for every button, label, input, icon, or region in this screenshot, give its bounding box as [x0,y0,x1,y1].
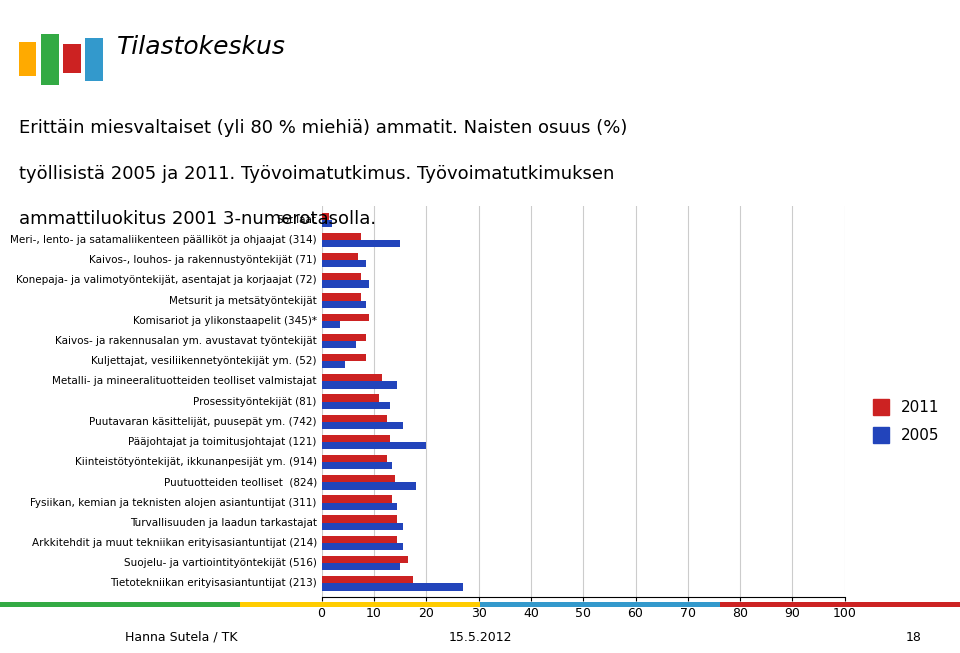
Text: Sotilaat: Sotilaat [276,215,317,225]
Bar [322,442,426,449]
Bar [322,313,369,321]
Bar [322,232,361,240]
Bar [322,213,329,220]
Bar [322,220,332,227]
Text: Arkkitehdit ja muut tekniikan erityisasiantuntijat (214): Arkkitehdit ja muut tekniikan erityisasi… [32,538,317,548]
Text: työllisistä 2005 ja 2011. Työvoimatutkimus. Työvoimatutkimuksen: työllisistä 2005 ja 2011. Työvoimatutkim… [19,165,614,183]
Bar [41,33,59,86]
Bar [322,535,397,543]
Legend: 2011, 2005: 2011, 2005 [874,399,940,443]
Bar [322,394,379,402]
Bar [240,602,480,607]
Text: Metalli- ja mineeralituotteiden teolliset valmistajat: Metalli- ja mineeralituotteiden teollise… [52,376,317,387]
Bar [322,576,413,583]
Text: ammattiluokitus 2001 3-numerotasolla.: ammattiluokitus 2001 3-numerotasolla. [19,210,376,228]
Bar [322,374,382,381]
Text: Hanna Sutela / TK: Hanna Sutela / TK [125,631,237,644]
Text: Konepaja- ja valimotyöntekijät, asentajat ja korjaajat (72): Konepaja- ja valimotyöntekijät, asentaja… [16,276,317,285]
Bar [480,602,720,607]
Bar [63,44,81,73]
Bar [19,42,36,76]
Bar [322,475,395,483]
Bar [322,321,340,328]
Bar [322,334,366,341]
Bar [322,556,408,563]
Bar [85,37,103,81]
Bar [322,280,369,288]
Bar [322,261,366,268]
Bar [322,273,361,280]
Bar [322,422,402,429]
Text: Fysiikan, kemian ja teknisten alojen asiantuntijat (311): Fysiikan, kemian ja teknisten alojen asi… [31,498,317,507]
Bar [322,483,416,490]
Text: Kiinteistötyöntekijät, ikkunanpesijät ym. (914): Kiinteistötyöntekijät, ikkunanpesijät ym… [75,457,317,467]
Text: Kuljettajat, vesiliikennetyöntekijät ym. (52): Kuljettajat, vesiliikennetyöntekijät ym.… [91,356,317,366]
Bar [322,563,400,571]
Bar [322,354,366,361]
Bar [322,415,387,422]
Bar [322,523,402,530]
Text: Suojelu- ja vartiointityöntekijät (516): Suojelu- ja vartiointityöntekijät (516) [124,558,317,568]
Text: Kaivos- ja rakennusalan ym. avustavat työntekijät: Kaivos- ja rakennusalan ym. avustavat ty… [55,336,317,346]
Text: Kaivos-, louhos- ja rakennustyöntekijät (71): Kaivos-, louhos- ja rakennustyöntekijät … [89,255,317,265]
Bar [0,602,240,607]
Bar [322,361,346,368]
Text: Turvallisuuden ja laadun tarkastajat: Turvallisuuden ja laadun tarkastajat [130,518,317,528]
Text: Pääjohtajat ja toimitusjohtajat (121): Pääjohtajat ja toimitusjohtajat (121) [129,437,317,447]
Text: Erittäin miesvaltaiset (yli 80 % miehiä) ammatit. Naisten osuus (%): Erittäin miesvaltaiset (yli 80 % miehiä)… [19,119,628,137]
Bar [322,583,463,590]
Bar [322,293,361,300]
Bar [322,381,397,389]
Text: Puutavaran käsittelijät, puusepät ym. (742): Puutavaran käsittelijät, puusepät ym. (7… [89,417,317,427]
Bar [322,402,390,409]
Text: Metsurit ja metsätyöntekijät: Metsurit ja metsätyöntekijät [169,296,317,306]
Bar [322,462,393,470]
Bar [322,240,400,247]
Bar [322,253,358,261]
Text: Puutuotteiden teolliset  (824): Puutuotteiden teolliset (824) [163,477,317,487]
Text: Tilastokeskus: Tilastokeskus [117,35,286,59]
Text: Komisariot ja ylikonstaapelit (345)*: Komisariot ja ylikonstaapelit (345)* [132,316,317,326]
Bar [322,496,393,503]
Text: 15.5.2012: 15.5.2012 [448,631,512,644]
Text: Meri-, lento- ja satamaliikenteen päälliköt ja ohjaajat (314): Meri-, lento- ja satamaliikenteen päälli… [11,235,317,245]
Bar [322,300,366,308]
Text: Prosessityöntekijät (81): Prosessityöntekijät (81) [193,396,317,407]
Bar [322,515,397,523]
Bar [322,455,387,462]
Bar [720,602,960,607]
Bar [322,543,402,550]
Text: Tietotekniikan erityisasiantuntijat (213): Tietotekniikan erityisasiantuntijat (213… [110,579,317,588]
Bar [322,341,355,348]
Bar [322,435,390,442]
Bar [322,503,397,510]
Text: 18: 18 [905,631,922,644]
